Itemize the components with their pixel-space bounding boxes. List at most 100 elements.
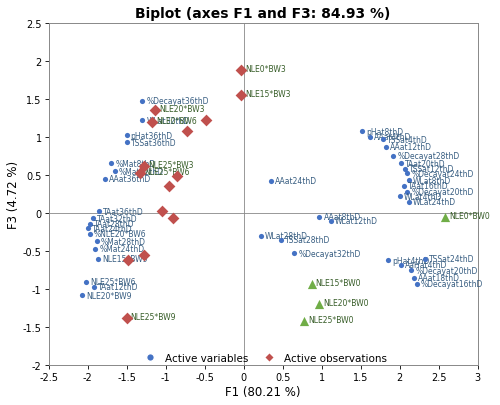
Point	[148, 119, 156, 126]
Point	[100, 176, 108, 183]
Text: NLE20*BW3: NLE20*BW3	[160, 105, 205, 114]
Text: NLE15*BW9: NLE15*BW9	[102, 255, 148, 264]
Point	[405, 199, 413, 205]
Point	[441, 214, 449, 220]
Text: AAat36thD: AAat36thD	[109, 175, 151, 184]
Y-axis label: F3 (4.72 %): F3 (4.72 %)	[7, 160, 20, 228]
Text: %Mat12thD: %Mat12thD	[119, 167, 164, 176]
Point	[90, 284, 98, 290]
Text: NLE25*BW3: NLE25*BW3	[148, 160, 194, 169]
Point	[413, 281, 421, 288]
Text: NLE25*BW9: NLE25*BW9	[130, 312, 176, 322]
Point	[290, 250, 298, 257]
Point	[89, 215, 97, 222]
Text: AAat18thD: AAat18thD	[418, 273, 460, 283]
Text: NLE0*BW6: NLE0*BW6	[156, 116, 197, 125]
Point	[93, 238, 101, 245]
Text: pHat4thD: pHat4thD	[392, 256, 430, 265]
Point	[122, 139, 130, 146]
Text: AaHat4thD: AaHat4thD	[406, 261, 448, 270]
Point	[420, 256, 428, 262]
Point	[400, 183, 407, 189]
Point	[404, 171, 411, 177]
Text: %Mat24thD: %Mat24thD	[100, 245, 144, 254]
Text: pHat8thD: pHat8thD	[366, 128, 404, 136]
Point	[316, 214, 324, 220]
Point	[366, 134, 374, 141]
Point	[86, 221, 94, 227]
Point	[316, 301, 324, 308]
Point	[358, 129, 366, 135]
Point	[300, 318, 308, 324]
Text: NLE25*BW6: NLE25*BW6	[144, 168, 190, 177]
Text: %Decayat20thD: %Decayat20thD	[412, 188, 474, 197]
Point	[398, 262, 406, 269]
Point	[111, 168, 119, 175]
Point	[238, 92, 246, 99]
Point	[140, 163, 147, 170]
Text: WLat4thD: WLat4thD	[404, 192, 442, 201]
Point	[158, 209, 166, 215]
Text: %Decayat16thD: %Decayat16thD	[421, 279, 484, 289]
Text: %NLE20*BW6: %NLE20*BW6	[94, 230, 146, 239]
Text: TSSat24thD: TSSat24thD	[429, 255, 474, 264]
Point	[107, 161, 115, 167]
Point	[308, 281, 316, 288]
Point	[401, 166, 409, 173]
Point	[202, 117, 210, 124]
Text: AAat8thD: AAat8thD	[324, 213, 360, 222]
Text: NLE0*BW0: NLE0*BW0	[449, 211, 490, 220]
Text: WLat24thD: WLat24thD	[413, 198, 457, 207]
Legend: Active variables, Active observations: Active variables, Active observations	[136, 349, 390, 367]
Point	[390, 153, 398, 160]
Text: NLE15*BW3: NLE15*BW3	[246, 90, 291, 99]
Text: TAat16thD: TAat16thD	[408, 181, 449, 191]
Point	[182, 129, 190, 135]
Text: WLat12thD: WLat12thD	[335, 217, 378, 226]
Text: TAat24thD: TAat24thD	[92, 224, 132, 233]
Point	[405, 177, 413, 184]
Text: %Decayat36thD: %Decayat36thD	[146, 97, 209, 106]
Text: NLE25*BW6: NLE25*BW6	[90, 277, 136, 286]
Text: %Decayat20thD: %Decayat20thD	[416, 266, 478, 275]
Point	[404, 189, 411, 195]
Text: WLat8thD: WLat8thD	[413, 176, 452, 185]
Text: %Mat8thD: %Mat8thD	[115, 160, 156, 168]
Text: AAat4thD: AAat4thD	[374, 133, 412, 142]
Title: Biplot (axes F1 and F3: 84.93 %): Biplot (axes F1 and F3: 84.93 %)	[136, 7, 391, 21]
Point	[82, 279, 90, 285]
X-axis label: F1 (80.21 %): F1 (80.21 %)	[226, 385, 301, 398]
Point	[94, 256, 102, 262]
Point	[384, 257, 392, 264]
Text: TSSat12thD: TSSat12thD	[410, 165, 455, 174]
Point	[238, 67, 246, 74]
Text: NLE20*BW0: NLE20*BW0	[324, 299, 369, 308]
Point	[122, 315, 130, 322]
Text: %Decayat24thD: %Decayat24thD	[412, 169, 474, 179]
Text: TAat32thD: TAat32thD	[97, 214, 138, 223]
Point	[152, 108, 160, 114]
Text: WLat28thD: WLat28thD	[265, 232, 308, 241]
Point	[174, 174, 182, 180]
Point	[78, 292, 86, 299]
Point	[138, 117, 146, 124]
Point	[122, 133, 130, 139]
Text: NLE20*BW9: NLE20*BW9	[86, 291, 132, 300]
Text: TSSat4thD: TSSat4thD	[386, 135, 428, 144]
Text: NLE25*BW0: NLE25*BW0	[308, 315, 354, 324]
Text: TSSat36thD: TSSat36thD	[130, 138, 176, 147]
Point	[396, 194, 404, 200]
Point	[124, 257, 132, 264]
Point	[382, 144, 390, 151]
Point	[408, 267, 416, 274]
Point	[86, 231, 94, 237]
Point	[136, 171, 144, 177]
Text: TAat36thD: TAat36thD	[104, 207, 144, 216]
Point	[84, 226, 92, 232]
Text: TSSat28thD: TSSat28thD	[286, 236, 331, 245]
Point	[277, 237, 285, 243]
Text: WLat32thD: WLat32thD	[146, 116, 190, 125]
Point	[378, 136, 386, 143]
Point	[166, 183, 173, 190]
Point	[92, 246, 100, 252]
